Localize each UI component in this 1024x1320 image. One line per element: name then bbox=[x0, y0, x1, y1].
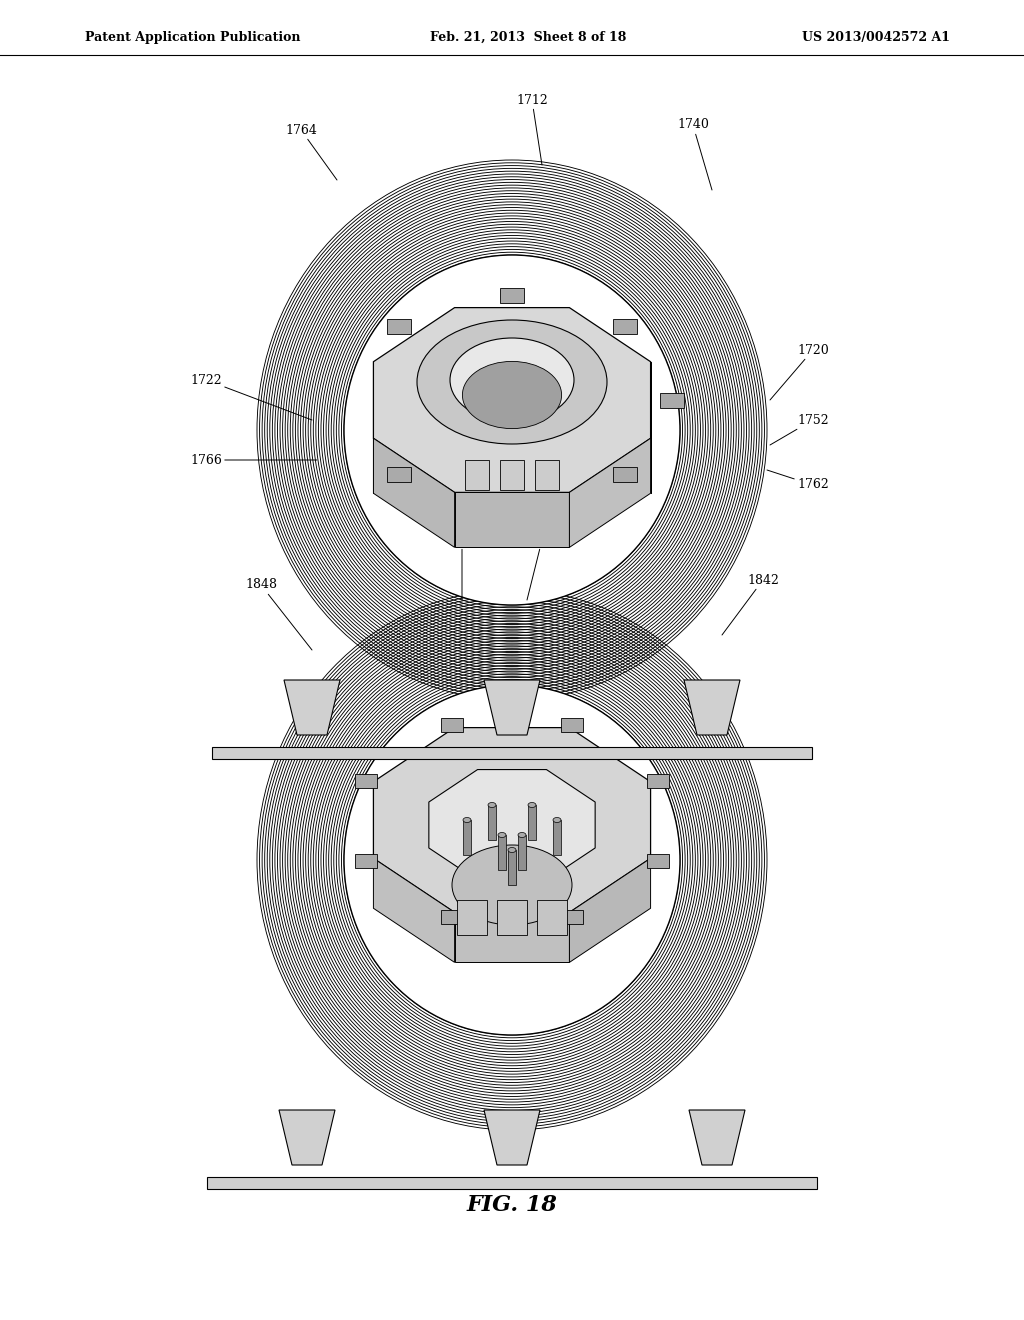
Bar bbox=[457, 900, 487, 935]
Ellipse shape bbox=[528, 803, 536, 808]
Text: Feb. 21, 2013  Sheet 8 of 18: Feb. 21, 2013 Sheet 8 of 18 bbox=[430, 30, 627, 44]
Bar bbox=[500, 288, 524, 304]
Polygon shape bbox=[455, 492, 569, 548]
Ellipse shape bbox=[553, 817, 561, 822]
Polygon shape bbox=[429, 770, 595, 880]
Text: 1762: 1762 bbox=[767, 470, 828, 491]
Polygon shape bbox=[374, 727, 650, 912]
Bar bbox=[613, 318, 637, 334]
Polygon shape bbox=[374, 438, 455, 548]
Ellipse shape bbox=[450, 338, 574, 422]
Ellipse shape bbox=[508, 847, 516, 853]
Bar bbox=[465, 459, 489, 490]
Text: 1764: 1764 bbox=[547, 719, 599, 743]
Text: US 2013/0042572 A1: US 2013/0042572 A1 bbox=[802, 30, 950, 44]
Ellipse shape bbox=[452, 845, 572, 925]
Polygon shape bbox=[455, 912, 569, 962]
Polygon shape bbox=[279, 1110, 335, 1166]
Text: FIG. 18: FIG. 18 bbox=[467, 1195, 557, 1216]
Bar bbox=[387, 318, 411, 334]
Text: 1846: 1846 bbox=[446, 533, 478, 601]
Bar bbox=[500, 459, 524, 490]
Bar bbox=[553, 820, 561, 855]
Bar bbox=[355, 854, 377, 867]
Bar bbox=[355, 775, 377, 788]
Ellipse shape bbox=[498, 833, 506, 837]
Text: Patent Application Publication: Patent Application Publication bbox=[85, 30, 300, 44]
Text: 1720: 1720 bbox=[770, 343, 828, 400]
Text: 1764: 1764 bbox=[285, 124, 337, 180]
Bar bbox=[207, 1177, 817, 1189]
Bar bbox=[561, 909, 584, 924]
Ellipse shape bbox=[257, 160, 767, 700]
Bar bbox=[613, 467, 637, 482]
Bar bbox=[508, 850, 516, 884]
Polygon shape bbox=[284, 680, 340, 735]
Polygon shape bbox=[484, 680, 540, 735]
Polygon shape bbox=[374, 308, 650, 492]
Polygon shape bbox=[484, 1110, 540, 1166]
Ellipse shape bbox=[344, 255, 680, 605]
Bar bbox=[561, 718, 584, 731]
Bar bbox=[488, 805, 496, 840]
Ellipse shape bbox=[344, 685, 680, 1035]
Text: 1752: 1752 bbox=[770, 413, 828, 445]
Ellipse shape bbox=[463, 817, 471, 822]
Bar bbox=[537, 900, 567, 935]
Text: 1766: 1766 bbox=[190, 454, 317, 466]
Bar bbox=[518, 836, 526, 870]
Bar bbox=[528, 805, 536, 840]
Bar bbox=[440, 909, 463, 924]
Polygon shape bbox=[569, 858, 650, 962]
Bar bbox=[535, 459, 559, 490]
Text: FIG. 17: FIG. 17 bbox=[467, 764, 557, 785]
Bar bbox=[498, 836, 506, 870]
Bar bbox=[212, 747, 812, 759]
Bar bbox=[647, 854, 669, 867]
Bar bbox=[647, 775, 669, 788]
Polygon shape bbox=[684, 680, 740, 735]
Text: 1848: 1848 bbox=[245, 578, 312, 649]
Text: 1740: 1740 bbox=[677, 119, 712, 190]
Bar bbox=[463, 820, 471, 855]
Text: 1842: 1842 bbox=[722, 573, 779, 635]
Bar bbox=[387, 467, 411, 482]
Polygon shape bbox=[689, 1110, 745, 1166]
Bar bbox=[660, 393, 684, 408]
Bar bbox=[497, 900, 527, 935]
Ellipse shape bbox=[488, 803, 496, 808]
Ellipse shape bbox=[417, 319, 607, 444]
Ellipse shape bbox=[463, 362, 561, 429]
Text: 1712: 1712 bbox=[516, 94, 548, 165]
Text: 1722: 1722 bbox=[190, 374, 312, 420]
Ellipse shape bbox=[518, 833, 526, 837]
Ellipse shape bbox=[257, 590, 767, 1130]
Bar bbox=[440, 718, 463, 731]
Polygon shape bbox=[374, 858, 455, 962]
Text: 1844: 1844 bbox=[526, 533, 558, 601]
Polygon shape bbox=[569, 438, 650, 548]
